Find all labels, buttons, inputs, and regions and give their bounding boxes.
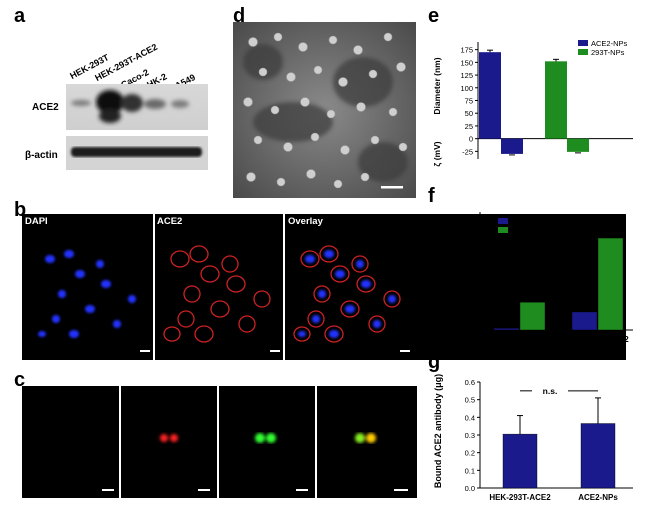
bar-0-1 bbox=[571, 311, 598, 331]
legend-swatch-total-lysate bbox=[498, 218, 508, 224]
bar-1-0 bbox=[519, 302, 546, 331]
y-tick-label: 100 bbox=[460, 84, 473, 93]
panel-letter-f: f bbox=[428, 185, 435, 207]
row-label-beta-actin: β-actin bbox=[25, 150, 58, 161]
chart-e-ylabel-bottom: ζ (mV) bbox=[432, 141, 442, 166]
chart-e: Diameter (nm) ζ (mV) 0 25 50 75 100 125 150 175… bbox=[432, 39, 633, 167]
y-tick-label: 0.5 bbox=[465, 396, 475, 405]
legend-label-nps: NPs bbox=[511, 226, 525, 235]
y-tick-label: 0.3 bbox=[465, 431, 475, 440]
bar-0-0 bbox=[493, 328, 520, 331]
chart-g: Bound ACE2 antibody (μg) 0.0 0.1 0.2 0.3 0.4… bbox=[433, 374, 633, 502]
panel-letter-d: d bbox=[233, 5, 246, 27]
y-tick-label: 0.6 bbox=[465, 378, 475, 387]
panel-letter-c: c bbox=[14, 369, 26, 391]
y-tick-label: -25 bbox=[462, 147, 473, 156]
panel-b-label-ace2: ACE2 bbox=[157, 216, 183, 227]
panel-b-label-overlay: Overlay bbox=[288, 216, 323, 227]
panel-letter-e: e bbox=[428, 5, 440, 27]
chart-f: ACE2 Content (ng mg⁻¹) 0 80 160 240 320 HEK-2… bbox=[433, 212, 633, 344]
chart-g-ylabel: Bound ACE2 antibody (μg) bbox=[433, 374, 443, 488]
significance-label: n.s. bbox=[543, 386, 558, 396]
bar-zeta-1 bbox=[567, 138, 589, 152]
tem-image bbox=[233, 22, 416, 198]
legend-label-ace2-nps: ACE2-NPs bbox=[591, 39, 628, 48]
bar-1-1 bbox=[597, 237, 624, 331]
y-tick-label: 25 bbox=[465, 122, 473, 131]
scale-bar bbox=[400, 350, 410, 352]
bar-diameter-0 bbox=[479, 52, 501, 139]
x-tick-label: ACE2-NPs bbox=[578, 493, 618, 502]
legend-label-293t-nps: 293T-NPs bbox=[591, 48, 625, 57]
x-tick-label: HEK-293T-ACE2 bbox=[489, 493, 551, 502]
panel-b-label-dapi: DAPI bbox=[25, 216, 48, 227]
legend-label-total-lysate: Total cell lysate bbox=[511, 217, 562, 226]
y-tick-label: 75 bbox=[465, 97, 473, 106]
panel-letter-a: a bbox=[14, 5, 26, 27]
chart-f-ylabel: ACE2 Content (ng mg⁻¹) bbox=[433, 223, 443, 327]
blot-image bbox=[66, 84, 208, 170]
scale-bar bbox=[296, 489, 308, 491]
bar-0 bbox=[502, 433, 538, 489]
y-tick-label: 80 bbox=[467, 298, 475, 307]
y-tick-label: 0.4 bbox=[465, 413, 475, 422]
row-label-ace2: ACE2 bbox=[32, 102, 59, 113]
y-tick-label: 125 bbox=[460, 71, 473, 80]
x-tick-label: HEK-293T-ACE2 bbox=[567, 335, 629, 344]
legend-swatch-293t-nps bbox=[578, 49, 588, 55]
legend-swatch-ace2-nps bbox=[578, 40, 588, 46]
chart-e-legend: ACE2-NPs 293T-NPs bbox=[578, 39, 628, 57]
scale-bar bbox=[140, 350, 150, 352]
bar-1 bbox=[580, 423, 616, 489]
scale-bar bbox=[102, 489, 114, 491]
chart-f-legend: Total cell lysate NPs bbox=[498, 217, 562, 235]
x-tick-label: HEK-293T bbox=[501, 335, 539, 344]
y-tick-label: 175 bbox=[460, 46, 473, 55]
scale-bar bbox=[394, 489, 408, 491]
panel-c-label-s1: SARS-CoV-2 S1 bbox=[220, 388, 291, 399]
y-tick-label: 150 bbox=[460, 58, 473, 67]
chart-e-ylabel-top: Diameter (nm) bbox=[432, 57, 442, 114]
legend-swatch-nps bbox=[498, 227, 508, 233]
panel-c-frame bbox=[22, 386, 417, 498]
y-tick-label: 160 bbox=[462, 270, 475, 279]
scale-bar bbox=[198, 489, 210, 491]
scale-bar bbox=[270, 350, 280, 352]
y-tick-label: 0.2 bbox=[465, 449, 475, 458]
y-tick-label: 240 bbox=[462, 243, 475, 252]
panel-b-frame bbox=[22, 214, 626, 360]
bar-zeta-0 bbox=[501, 138, 523, 154]
panel-b-cells bbox=[38, 214, 401, 360]
panel-c-label-dapi: DAPI bbox=[25, 388, 48, 399]
panel-c-particles bbox=[119, 386, 376, 498]
y-tick-label: 0.0 bbox=[465, 484, 475, 493]
bar-diameter-1 bbox=[545, 61, 567, 139]
y-tick-label: 50 bbox=[465, 109, 473, 118]
significance-label: *** bbox=[527, 287, 538, 297]
y-tick-label: 0 bbox=[469, 135, 473, 144]
y-tick-label: 320 bbox=[462, 215, 475, 224]
y-tick-label: 0 bbox=[471, 326, 475, 335]
panel-c-label-overlay: Overlay bbox=[318, 388, 353, 399]
y-tick-label: 0.1 bbox=[465, 466, 475, 475]
significance-label: *** bbox=[605, 214, 616, 224]
panel-c-label-ace2: ACE2 bbox=[123, 388, 149, 399]
